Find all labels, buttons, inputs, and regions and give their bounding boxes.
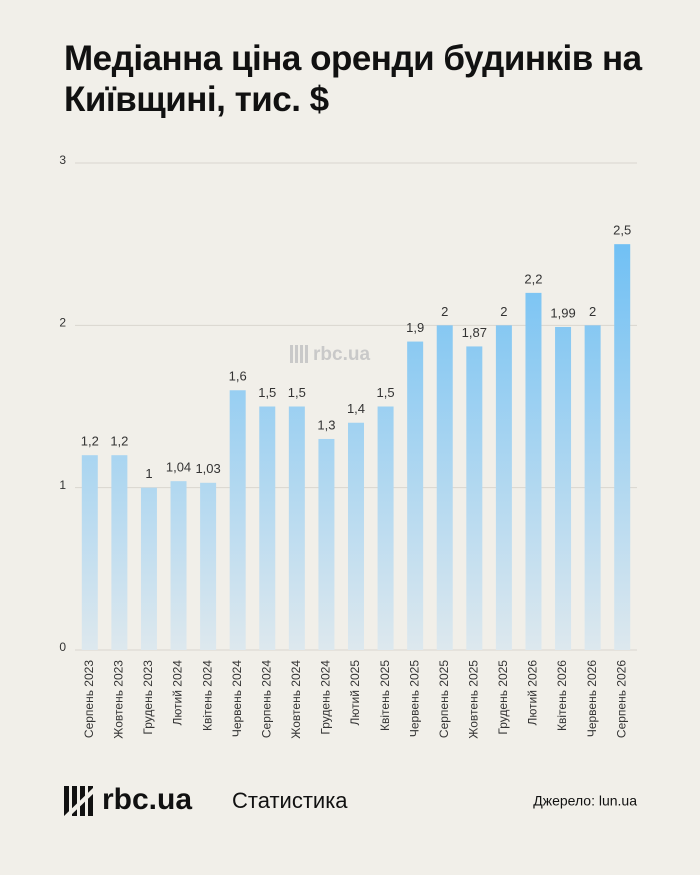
- x-tick-label: Жовтень 2025: [466, 660, 480, 739]
- value-label: 1,03: [195, 461, 220, 476]
- x-tick-label: Квітень 2025: [378, 660, 392, 731]
- x-tick-label: Серпень 2026: [614, 660, 628, 738]
- y-tick-label: 0: [59, 640, 66, 654]
- y-tick-label: 2: [59, 316, 66, 330]
- bar: [495, 325, 512, 650]
- x-tick-label: Жовтень 2023: [112, 660, 126, 739]
- x-tick-label: Лютий 2025: [348, 660, 362, 726]
- y-tick-label: 3: [59, 153, 66, 167]
- value-label: 1,5: [258, 385, 276, 400]
- x-tick-label: Червень 2024: [230, 660, 244, 737]
- bar: [318, 438, 335, 650]
- x-tick-label: Грудень 2023: [141, 660, 155, 735]
- bar: [614, 244, 631, 650]
- value-label: 2: [500, 304, 507, 319]
- bar: [436, 325, 453, 650]
- bar: [111, 455, 128, 650]
- value-label: 1,9: [406, 320, 424, 335]
- value-label: 1: [145, 466, 152, 481]
- bar: [200, 482, 217, 650]
- x-tick-label: Червень 2025: [407, 660, 421, 737]
- source: Джерело: lun.ua: [533, 793, 637, 809]
- watermark: rbc.ua: [313, 344, 370, 365]
- value-label: 2: [589, 304, 596, 319]
- x-tick-label: Грудень 2025: [496, 660, 510, 735]
- bar: [229, 390, 246, 650]
- x-tick-label: Квітень 2026: [555, 660, 569, 731]
- bar: [259, 406, 276, 650]
- y-tick-label: 1: [59, 478, 66, 492]
- bar: [584, 325, 601, 650]
- value-label: 1,5: [377, 385, 395, 400]
- value-label: 1,2: [110, 434, 128, 449]
- bar: [140, 487, 157, 650]
- logo: rbc.ua: [102, 783, 192, 816]
- section: Статистика: [232, 788, 348, 813]
- x-tick-label: Серпень 2023: [82, 660, 96, 738]
- value-label: 1,4: [347, 401, 365, 416]
- watermark-icon: [290, 345, 308, 363]
- x-tick-label: Серпень 2025: [437, 660, 451, 738]
- value-label: 1,3: [317, 417, 335, 432]
- chart-title: Медіанна ціна оренди будинків на Київщин…: [64, 39, 642, 119]
- x-tick-label: Жовтень 2024: [289, 660, 303, 739]
- bar: [466, 346, 483, 650]
- value-label: 2,2: [524, 271, 542, 286]
- x-tick-label: Лютий 2026: [526, 660, 540, 726]
- logo-icon: [64, 786, 93, 816]
- bar: [288, 406, 305, 650]
- x-tick-label: Квітень 2024: [200, 660, 214, 731]
- x-tick-label: Лютий 2024: [171, 660, 185, 726]
- bar: [348, 422, 364, 650]
- value-label: 1,99: [550, 305, 575, 320]
- bar: [81, 455, 98, 650]
- value-label: 2: [441, 304, 448, 319]
- x-tick-label: Грудень 2024: [319, 660, 333, 735]
- bar: [525, 292, 542, 650]
- bar: [377, 406, 394, 650]
- value-label: 1,5: [288, 385, 306, 400]
- value-label: 1,87: [462, 325, 487, 340]
- x-tick-label: Червень 2026: [585, 660, 599, 737]
- value-label: 1,6: [229, 369, 247, 384]
- value-label: 1,2: [81, 434, 99, 449]
- value-label: 2,5: [613, 223, 631, 238]
- value-label: 1,04: [166, 460, 191, 475]
- bar: [407, 341, 424, 650]
- bar: [555, 326, 572, 650]
- bar: [170, 481, 187, 650]
- x-tick-label: Серпень 2024: [259, 660, 273, 738]
